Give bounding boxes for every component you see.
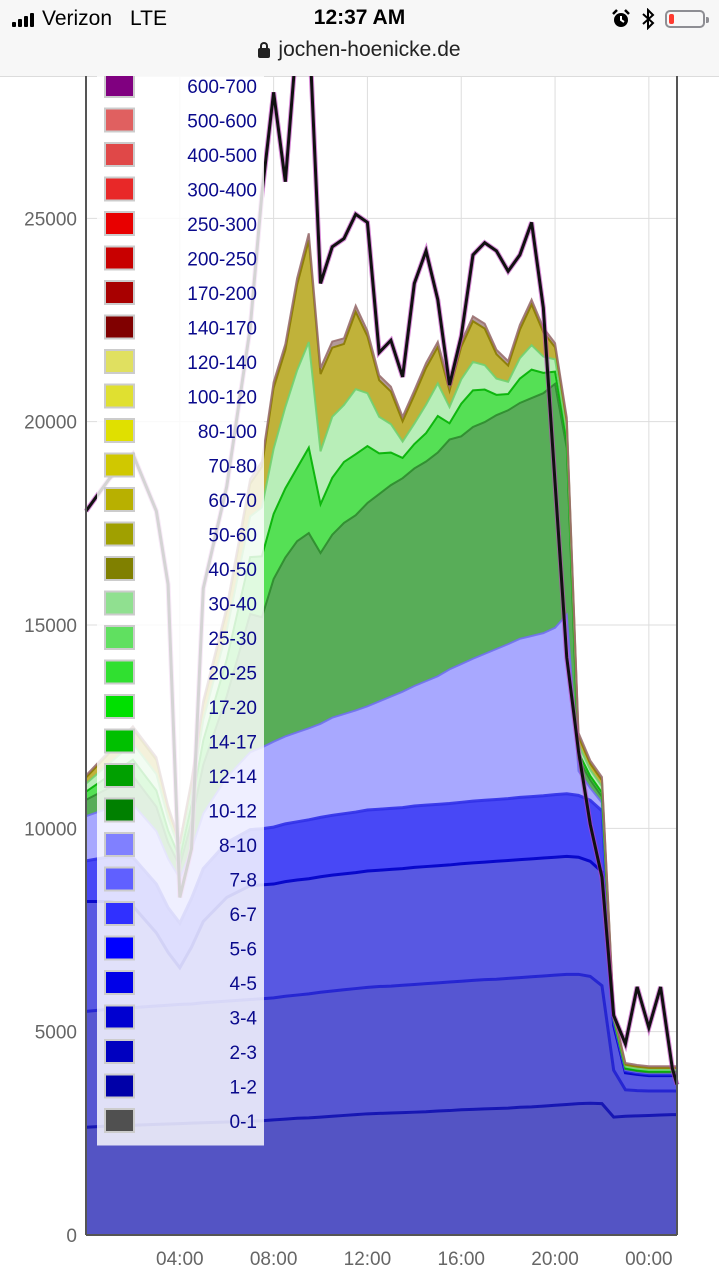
legend-label: 200-250 [187,250,257,271]
x-tick-label: 20:00 [531,1249,579,1270]
chart: 0 5000 10000 15000 20000 25000 04:00 08:00 12:00… [24,76,680,1270]
legend-label: 400-500 [187,146,257,167]
legend-swatch [104,383,135,409]
legend-label: 25-30 [208,629,257,650]
legend-label: 170-200 [187,284,257,305]
legend-label: 12-14 [208,767,257,788]
legend-swatch [104,556,135,581]
legend-label: 70-80 [208,457,257,478]
legend-swatch [104,1004,135,1030]
x-tick-label: 08:00 [250,1249,298,1270]
legend-swatch [104,1039,135,1064]
legend-swatch [104,694,135,719]
area-40-50 [86,240,677,1070]
alarm-icon [612,9,630,27]
y-tick-label: 15000 [24,616,77,637]
legend-label: 80-100 [198,422,257,443]
legend-label: 300-400 [187,181,257,202]
legend-swatch [104,452,135,478]
clock: 12:37 AM [313,6,406,29]
legend-label: 600-700 [187,77,257,98]
status-bar: Verizon LTE 12:37 AM jochen-hoenicke.de [0,0,719,77]
legend-swatch [104,245,135,271]
legend-swatch [104,625,135,650]
legend-label: 500-600 [187,112,257,133]
legend-label: 100-120 [187,388,257,409]
legend-swatch [104,866,135,892]
legend-label: 5-6 [230,940,257,961]
legend-label: 8-10 [219,836,257,857]
legend-swatch [104,107,135,133]
y-tick-label: 25000 [24,209,77,230]
legend-swatch [104,211,135,236]
legend-swatch [104,487,135,512]
chart-axes: 0 5000 10000 15000 20000 25000 04:00 08:00 12:00… [24,76,678,1270]
legend-swatch [104,797,135,823]
legend-label: 2-3 [230,1043,257,1064]
signal-strength-icon [12,11,34,27]
legend-swatch [104,970,135,995]
legend-swatch [104,1073,135,1099]
legend-label: 0-1 [230,1112,257,1133]
legend-swatch [104,659,135,685]
legend-label: 10-12 [208,802,257,823]
lock-icon [258,42,271,58]
legend-label: 20-25 [208,664,257,685]
legend-label: 250-300 [187,215,257,236]
carrier-name: Verizon [42,7,113,30]
legend-swatch [104,1108,135,1133]
legend-swatch [104,176,135,202]
legend-label: 3-4 [230,1009,258,1030]
legend-label: 17-20 [208,698,257,719]
legend-swatch [104,314,135,340]
x-tick-label: 12:00 [344,1249,392,1270]
legend-swatch [104,763,135,788]
x-tick-label: 04:00 [156,1249,204,1270]
legend-swatch [104,935,135,961]
address-bar[interactable]: jochen-hoenicke.de [0,38,719,62]
chart-legend: 600-700 500-600 400-500 300-400 250-300 200-2… [97,76,264,1146]
legend-swatch [104,76,135,98]
legend-label: 4-5 [230,974,257,995]
area-10-12 [86,383,677,1074]
legend-swatch [104,142,135,167]
url-text: jochen-hoenicke.de [278,38,461,61]
y-tick-label: 5000 [35,1023,77,1044]
legend-swatch [104,832,135,857]
legend-label: 7-8 [230,871,257,892]
legend-swatch [104,590,135,616]
legend-swatch [104,418,135,443]
legend-label: 60-70 [208,491,257,512]
legend-swatch [104,521,135,547]
legend-swatch [104,901,135,926]
legend-label: 6-7 [230,905,257,926]
y-tick-label: 20000 [24,413,77,434]
bluetooth-icon [642,8,655,30]
legend-label: 50-60 [208,526,257,547]
y-tick-label: 0 [66,1226,77,1247]
status-icons [611,8,709,30]
x-tick-label: 00:00 [625,1249,673,1270]
battery-level [669,14,674,24]
x-tick-label: 16:00 [437,1249,485,1270]
legend-swatch [104,728,135,754]
y-tick-label: 10000 [24,819,77,840]
legend-label: 30-40 [208,595,257,616]
battery-icon [665,10,709,28]
legend-label: 14-17 [208,733,257,754]
legend-label: 120-140 [187,353,257,374]
area-8-10 [86,614,677,1074]
network-type: LTE [130,7,168,30]
legend-label: 40-50 [208,560,257,581]
legend-label: 140-170 [187,319,257,340]
carrier-info: Verizon LTE [12,7,167,31]
legend-label: 1-2 [230,1078,257,1099]
legend-swatch [104,280,135,305]
legend-swatch [104,349,135,374]
